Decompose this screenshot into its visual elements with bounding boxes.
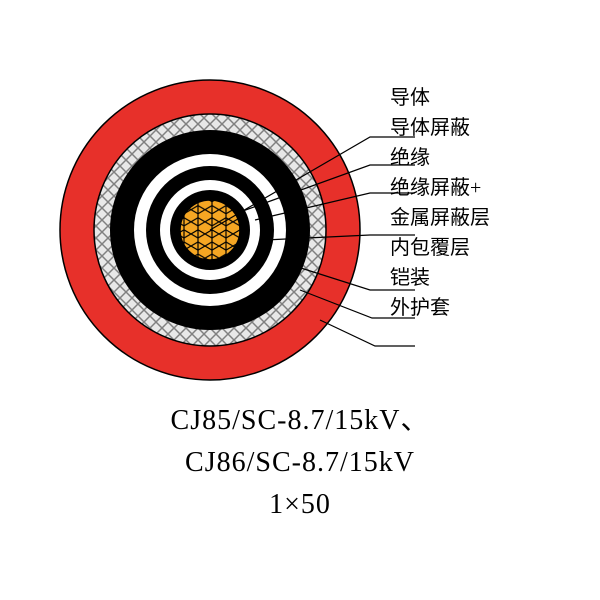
label-insulation: 绝缘 <box>390 145 490 171</box>
label-insulation-shield-b: 金属屏蔽层 <box>390 205 490 231</box>
label-outer-sheath: 外护套 <box>390 295 490 321</box>
caption-line-3: 1×50 <box>0 484 600 526</box>
label-armor: 铠装 <box>390 265 490 291</box>
label-conductor-shield: 导体屏蔽 <box>390 115 490 141</box>
cable-cross-section <box>30 40 330 340</box>
diagram-svg <box>30 40 600 420</box>
caption-line-2: CJ86/SC-8.7/15kV <box>0 442 600 484</box>
caption: CJ85/SC-8.7/15kV、 CJ86/SC-8.7/15kV 1×50 <box>0 400 600 526</box>
caption-line-1: CJ85/SC-8.7/15kV、 <box>0 400 600 442</box>
label-inner-covering: 内包覆层 <box>390 235 490 261</box>
label-insulation-shield-a: 绝缘屏蔽+ <box>390 175 490 201</box>
label-list: 导体 导体屏蔽 绝缘 绝缘屏蔽+ 金属屏蔽层 内包覆层 铠装 外护套 <box>390 85 490 325</box>
label-conductor: 导体 <box>390 85 490 111</box>
